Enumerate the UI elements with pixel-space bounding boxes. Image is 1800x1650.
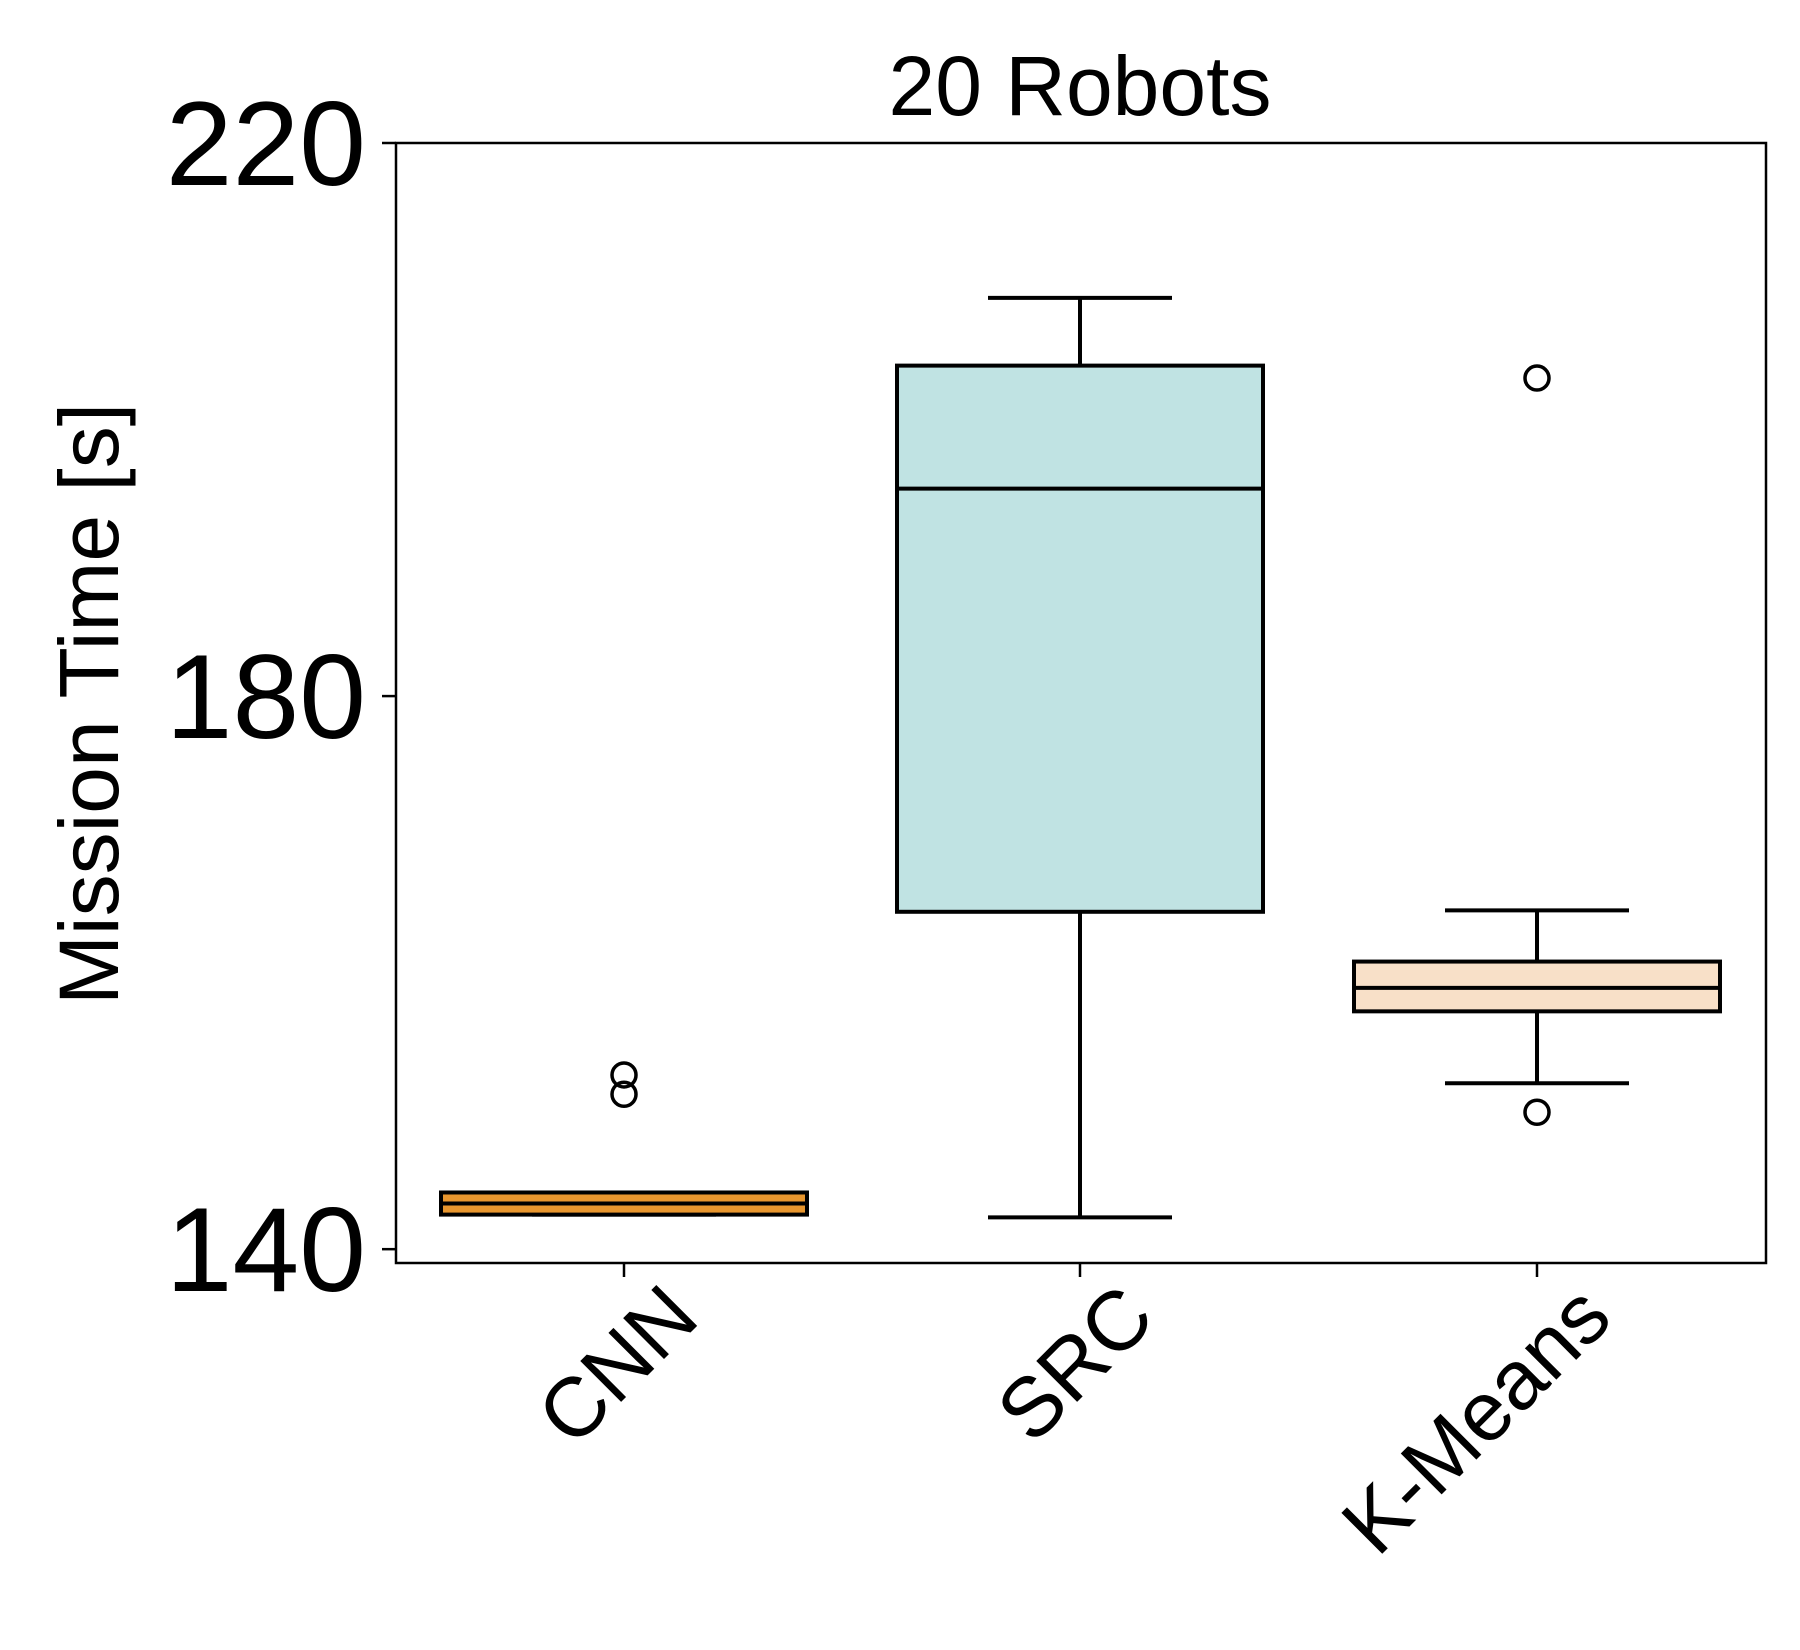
y-tick-label: 140 <box>166 1183 366 1317</box>
x-tick-label: CNN <box>520 1267 715 1462</box>
y-tick-label: 220 <box>166 77 366 211</box>
box-src <box>895 295 1265 1220</box>
box-k-means <box>1352 364 1722 1127</box>
outlier-point <box>610 1061 638 1089</box>
outlier-point <box>610 1080 638 1109</box>
x-tick-label: K-Means <box>1324 1267 1628 1571</box>
outlier-point <box>1523 1098 1551 1127</box>
y-axis: 140 180 220 <box>166 77 396 1317</box>
chart-title: 20 Robots <box>889 39 1272 133</box>
boxes-group <box>439 295 1722 1220</box>
x-tick-label: SRC <box>979 1267 1171 1459</box>
outlier-point <box>1523 364 1551 392</box>
x-axis: CNN SRC K-Means <box>520 1263 1628 1571</box>
y-axis-label: Mission Time [s] <box>42 403 136 1005</box>
box-iqr <box>895 363 1265 914</box>
y-tick-label: 180 <box>166 630 366 764</box>
box-cnn <box>439 1061 809 1217</box>
